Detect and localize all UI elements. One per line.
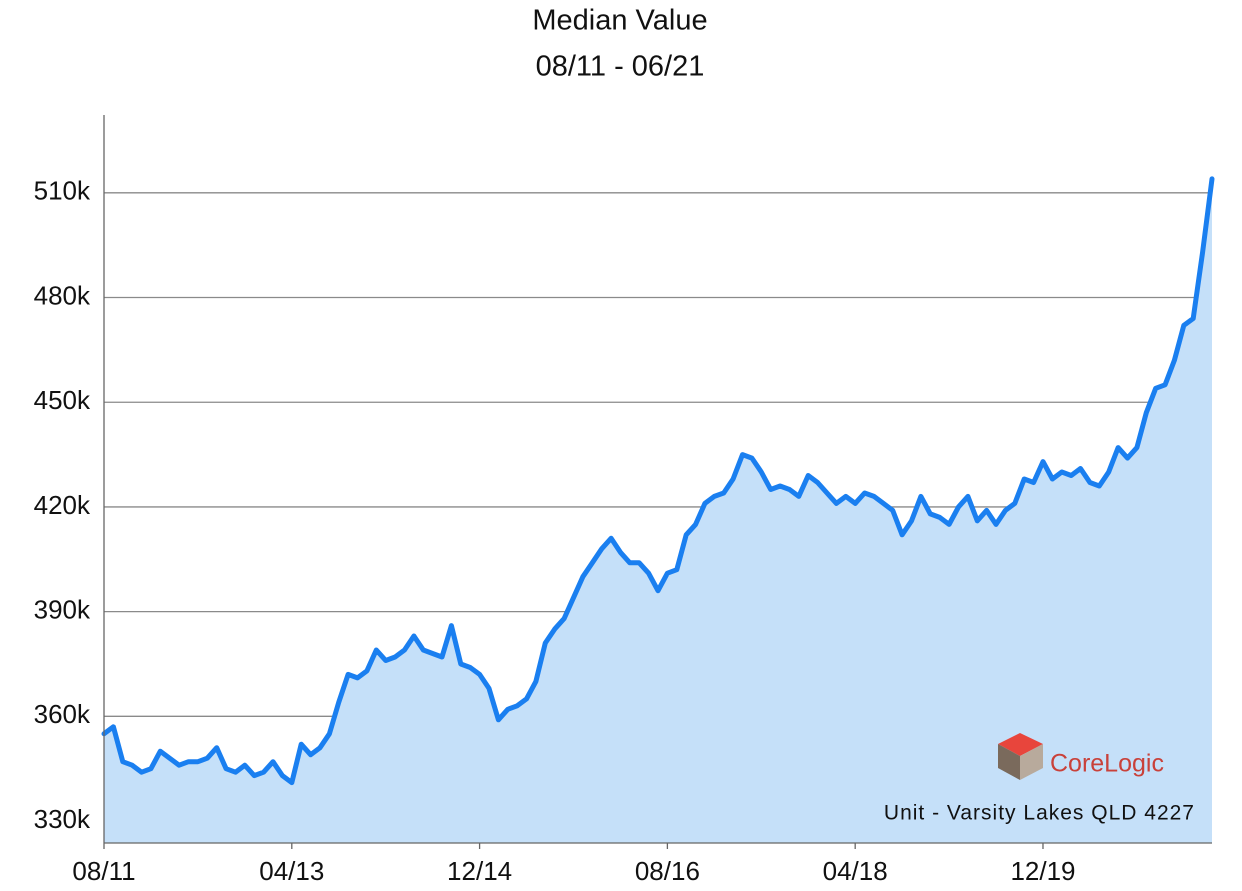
x-tick-label: 04/13 (259, 856, 324, 886)
x-tick-label: 08/11 (72, 856, 135, 886)
x-tick-label: 04/18 (823, 856, 888, 886)
y-tick-label: 390k (34, 594, 91, 624)
logo-cube-right (1020, 744, 1043, 780)
logo-text: CoreLogic (1050, 750, 1164, 778)
chart-subtitle: 08/11 - 06/21 (536, 51, 705, 83)
logo-cube-left (998, 744, 1020, 780)
x-tick-label: 12/14 (447, 856, 512, 886)
line (101, 176, 1215, 786)
x-tick-label: 12/19 (1010, 856, 1075, 886)
y-tick-label: 450k (34, 385, 91, 415)
y-tick-label: 420k (34, 490, 91, 520)
area-fill (104, 178, 1212, 843)
logo: CoreLogic (998, 733, 1164, 780)
plot-area: 330k 360k 390k 420k 450k 480k 510k 08/11 04/13 12… (34, 115, 1215, 886)
y-tick-label: 510k (34, 176, 91, 206)
logo-cube-top (998, 733, 1043, 756)
chart-title: Median Value (532, 5, 707, 37)
x-tick-label: 08/16 (635, 856, 700, 886)
y-tick-label: 330k (34, 804, 91, 834)
y-tick-label: 360k (34, 699, 91, 729)
annotation: Unit - Varsity Lakes QLD 4227 (884, 802, 1195, 825)
y-tick-label: 480k (34, 280, 91, 310)
